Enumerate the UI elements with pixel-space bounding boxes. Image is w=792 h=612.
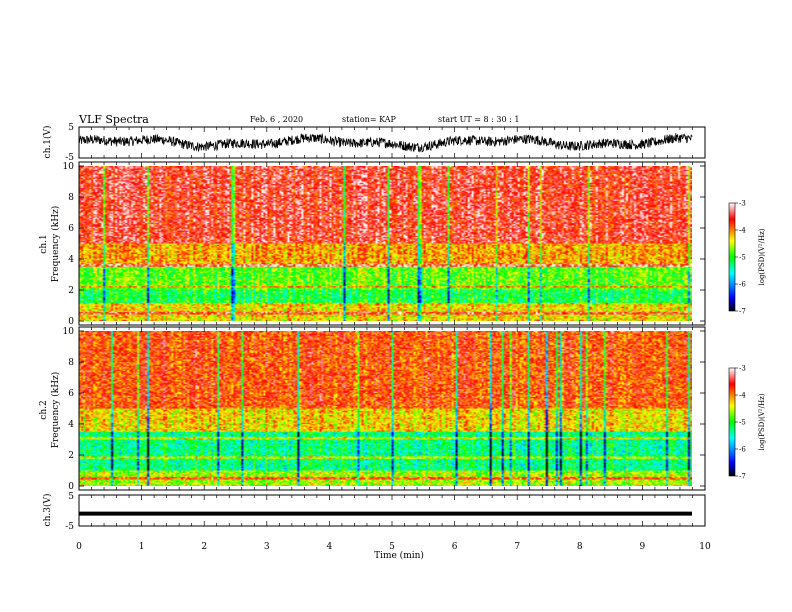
ch1-ytick-bottom: -5 [65,153,74,163]
ch2-spectrogram-ytick-label: 2 [68,451,74,461]
x-tick-label: 9 [640,542,646,552]
date-label: Feb. 6 , 2020 [250,115,303,124]
ch2-spectrogram-ylabel-freq: Frequency (kHz) [50,372,61,449]
ch2-spectrogram-ytick-label: 4 [68,420,74,430]
ch1-ytick-top: 5 [68,123,74,133]
ch3-waveform-ylabel: ch.3(V) [42,494,53,527]
ch2-colorbar-gradient [728,367,736,477]
ch1-colorbar-tick-label: -5 [739,254,746,262]
ch1-spectrogram-ylabel-channel: ch.1 [39,234,49,253]
ch1-spectrogram-ytick-label: 8 [68,193,74,203]
ch1-colorbar-tick-label: -7 [739,308,746,316]
ch2-spectrogram-ytick-label: 0 [68,482,74,492]
x-tick-label: 0 [76,542,82,552]
ch2-spectrogram-panel: 0 2 4 6 8 10 ch.2 Frequency (kHz) [39,326,706,492]
x-tick-label: 6 [452,542,458,552]
station-label: station= KAP [342,115,397,124]
x-tick-label: 8 [577,542,583,552]
ch2-colorbar: -3 -4 -5 -6 -7 log(PSD)(V²/Hz) [728,365,766,481]
ch1-spectrogram-ytick-label: 10 [63,162,75,172]
ch1-spectrogram-panel: 0 2 4 6 8 10 ch.1 Frequency (kHz) [39,161,706,327]
time-axis-ticks: 0 1 2 3 4 5 6 7 8 9 10 [76,127,711,552]
ch3-ytick-top: 5 [68,492,74,502]
ch1-colorbar-tick-label: -6 [739,281,746,289]
ch1-colorbar: -3 -4 -5 -6 -7 log(PSD)(V²/Hz) [728,200,766,316]
ch2-colorbar-tick-label: -3 [739,365,746,373]
x-tick-label: 1 [139,542,145,552]
x-tick-label: 3 [264,542,270,552]
x-tick-label: 2 [201,542,207,552]
x-tick-label: 5 [389,542,395,552]
ch1-spectrogram-ytick-label: 0 [68,317,74,327]
ch1-spectrogram-ytick-label: 6 [68,224,74,234]
ch2-spectrogram-ytick-label: 10 [63,327,75,337]
ch1-colorbar-tick-label: -4 [739,227,746,235]
ch1-colorbar-label: log(PSD)(V²/Hz) [758,228,766,285]
time-axis-label: Time (min) [374,550,424,561]
x-tick-label: 4 [327,542,333,552]
ch1-waveform-ylabel: ch.1(V) [42,126,53,159]
ch2-colorbar-tick-label: -6 [739,446,746,454]
ch1-spectrogram-ylabel-freq: Frequency (kHz) [50,206,61,283]
ch2-spectrogram-ytick-label: 8 [68,358,74,368]
x-tick-label: 7 [514,542,520,552]
ch1-spectrogram-ytick-label: 2 [68,286,74,296]
ch1-waveform-trace [78,132,693,153]
ch2-colorbar-tick-label: -7 [739,473,746,481]
ch2-spectrogram-image [79,331,692,486]
ch2-colorbar-tick-label: -4 [739,392,746,400]
ch1-spectrogram-image [79,166,692,321]
ch2-spectrogram-ylabel-channel: ch.2 [39,400,49,419]
start-ut-label: start UT = 8 : 30 : 1 [438,115,519,124]
ch2-spectrogram-ytick-label: 6 [68,389,74,399]
ch1-colorbar-gradient [728,202,736,312]
ch2-colorbar-tick-label: -5 [739,419,746,427]
ch3-ytick-bottom: -5 [65,522,74,532]
ch1-spectrogram-ytick-label: 4 [68,255,74,265]
ch2-colorbar-label: log(PSD)(V²/Hz) [758,393,766,450]
x-tick-label: 10 [699,542,711,552]
figure-title: VLF Spectra [78,113,149,126]
ch1-colorbar-tick-label: -3 [739,200,746,208]
